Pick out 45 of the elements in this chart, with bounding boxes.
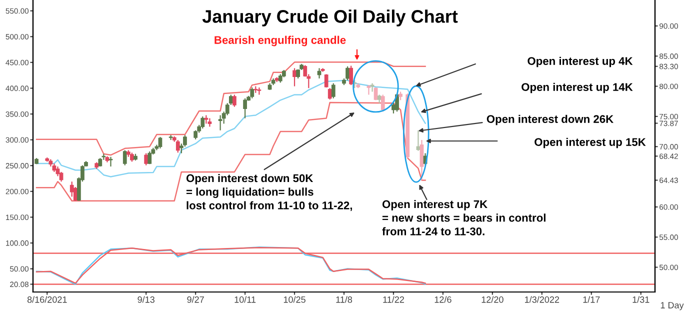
x-tick-label: 8/16/2021 <box>27 296 67 303</box>
candlestick <box>158 136 162 149</box>
candlestick <box>232 94 236 108</box>
annotation: Bearish engulfing candle <box>214 36 346 46</box>
candlestick <box>200 116 205 130</box>
candlestick <box>250 86 254 99</box>
annotation: Open interest up 14K <box>522 82 633 94</box>
annotation: Open interest down 26K <box>486 114 614 126</box>
candlestick <box>218 114 222 131</box>
candlestick <box>208 118 212 128</box>
annotation: Open interest up 4K <box>528 56 633 68</box>
candlestick <box>176 139 180 154</box>
candlestick <box>420 139 424 181</box>
chart-title: January Crude Oil Daily Chart <box>202 10 458 26</box>
candlestick <box>130 152 134 162</box>
candlestick <box>366 84 371 96</box>
candlestick <box>148 150 152 165</box>
candlestick <box>243 98 247 119</box>
x-tick-label: 11/8 <box>336 296 352 303</box>
candlestick <box>346 66 350 81</box>
candlestick <box>70 181 74 198</box>
annotation: Open interest up 15K <box>534 138 646 148</box>
x-tick-label: 12/6 <box>434 296 452 303</box>
candlestick <box>292 68 296 87</box>
candlestick <box>370 82 374 92</box>
x-tick-label: 1/31 <box>632 296 650 303</box>
x-tick-label: 11/22 <box>383 296 404 303</box>
x-tick-label: 10/25 <box>284 296 306 303</box>
candlestick <box>331 82 336 99</box>
x-tick-label: 9/27 <box>187 296 204 303</box>
candlestick <box>122 150 127 166</box>
x-tick-label: 12/20 <box>482 296 504 303</box>
x-tick-label: 1/3/2022 <box>525 296 560 303</box>
candlestick <box>349 65 354 86</box>
candlestick <box>324 74 328 88</box>
text: 1 Day <box>660 302 684 310</box>
line-series <box>36 62 426 156</box>
annotation: Open interest up 7K = new shorts = bears in control from 11-24 to 11-30. <box>382 200 546 236</box>
x-tick-label: 1/17 <box>583 296 600 303</box>
annotation: Open interest down 50K = long liquidation= bulls lost control from 11-10 to 11-22, <box>186 174 352 211</box>
x-tick-label: 10/11 <box>234 296 256 303</box>
candlestick <box>328 88 332 100</box>
candlestick <box>144 152 148 166</box>
x-tick-label: 9/13 <box>138 296 154 303</box>
line-series <box>36 102 426 202</box>
